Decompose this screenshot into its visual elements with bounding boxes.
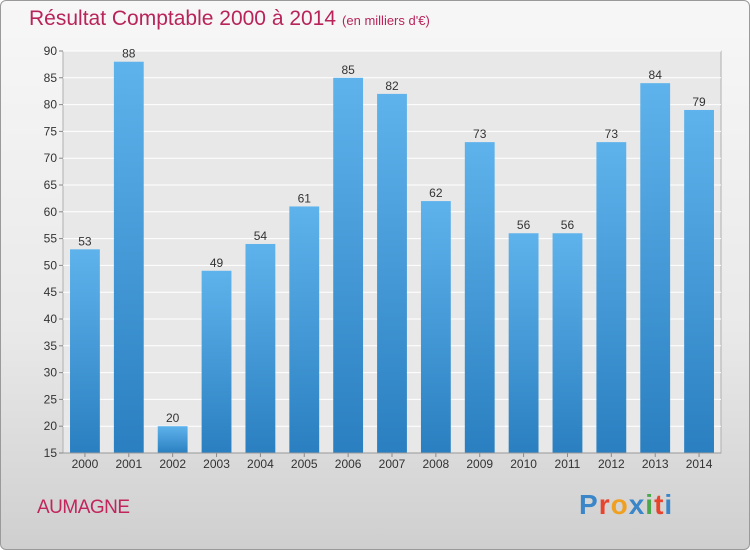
y-axis: 15 20 25 30 35 40 45 50 55 60 65 70 75 80 85 90	[44, 44, 63, 460]
chart-title-main: Résultat Comptable 2000 à 2014	[29, 7, 337, 30]
value-label-2000: 53	[78, 234, 92, 248]
x-tick-label-2002: 2002	[159, 457, 186, 471]
value-label-2002: 20	[166, 411, 180, 425]
bar-2000	[70, 249, 100, 453]
chart-title: Résultat Comptable 2000 à 2014 (en millie…	[29, 7, 430, 31]
y-tick-label: 25	[44, 392, 58, 406]
y-tick-label: 60	[44, 205, 58, 219]
y-tick-label: 45	[44, 285, 58, 299]
value-label-2007: 82	[385, 79, 399, 93]
bar-2013	[640, 83, 671, 453]
y-tick-label: 65	[44, 178, 58, 192]
x-tick-label-2000: 2000	[72, 457, 99, 471]
value-label-2005: 61	[298, 191, 312, 205]
value-label-2006: 85	[341, 63, 355, 77]
bar-2003	[201, 270, 232, 453]
bar-2009	[464, 142, 495, 453]
x-tick-label-2011: 2011	[555, 457, 581, 471]
bar-2008	[420, 201, 451, 453]
value-label-2001: 88	[122, 47, 136, 61]
bar-2004	[245, 243, 276, 453]
x-tick-label-2013: 2013	[642, 457, 669, 471]
value-label-2004: 54	[254, 229, 268, 243]
logo-letter: i	[664, 489, 674, 520]
logo-letter: t	[654, 489, 665, 520]
place-name: AUMAGNE	[37, 497, 130, 518]
value-label-2003: 49	[210, 256, 224, 270]
bar-2002	[157, 426, 188, 453]
x-tick-label-2007: 2007	[379, 457, 406, 471]
x-tick-label-2005: 2005	[291, 457, 318, 471]
y-tick-label: 35	[44, 339, 58, 353]
bar-2006	[333, 77, 364, 454]
x-tick-label-2008: 2008	[423, 457, 450, 471]
logo-letter: P	[579, 489, 599, 520]
value-label-2013: 84	[649, 68, 663, 82]
chart-title-unit: (en milliers d'€)	[342, 13, 430, 28]
value-label-2012: 73	[605, 127, 619, 141]
value-label-2010: 56	[517, 218, 531, 232]
y-tick-label: 15	[44, 446, 58, 460]
logo-letter: i	[645, 489, 655, 520]
bar-2010	[508, 233, 539, 453]
y-tick-label: 85	[44, 71, 58, 85]
bar-2011	[552, 233, 583, 453]
bar-2012	[596, 142, 627, 453]
x-tick-label-2014: 2014	[686, 457, 713, 471]
bars: 53 88 20 49 54 61 85 82 62 73 56 56 73 84 79	[70, 47, 714, 454]
y-tick-label: 40	[44, 312, 58, 326]
logo-letter: o	[610, 489, 629, 520]
bar-2014	[684, 109, 714, 454]
x-tick-label-2012: 2012	[598, 457, 625, 471]
x-tick-label-2010: 2010	[510, 457, 537, 471]
y-tick-label: 30	[44, 366, 58, 380]
y-tick-label: 75	[44, 124, 58, 138]
y-tick-label: 55	[44, 232, 58, 246]
bar-2007	[377, 93, 407, 453]
bar-2001	[113, 61, 144, 453]
value-label-2009: 73	[473, 127, 487, 141]
bar-2005	[289, 206, 320, 453]
x-axis: 2000 2001 2002 2003 2004 2005 2006 2007 2008 2009…	[63, 452, 721, 471]
y-tick-label: 70	[44, 151, 58, 165]
x-tick-label-2009: 2009	[466, 457, 493, 471]
x-tick-label-2003: 2003	[203, 457, 230, 471]
logo-letter: x	[628, 489, 646, 520]
x-tick-label-2001: 2001	[115, 457, 142, 471]
y-tick-label: 90	[44, 44, 58, 58]
y-tick-label: 80	[44, 98, 58, 112]
proxiti-logo: Proxiti	[579, 489, 673, 521]
logo-letter: r	[598, 489, 611, 520]
value-label-2014: 79	[692, 95, 706, 109]
y-tick-label: 20	[44, 419, 58, 433]
x-tick-label-2004: 2004	[247, 457, 274, 471]
value-label-2011: 56	[561, 218, 575, 232]
value-label-2008: 62	[429, 186, 443, 200]
y-tick-label: 50	[44, 258, 58, 272]
x-tick-label-2006: 2006	[335, 457, 362, 471]
